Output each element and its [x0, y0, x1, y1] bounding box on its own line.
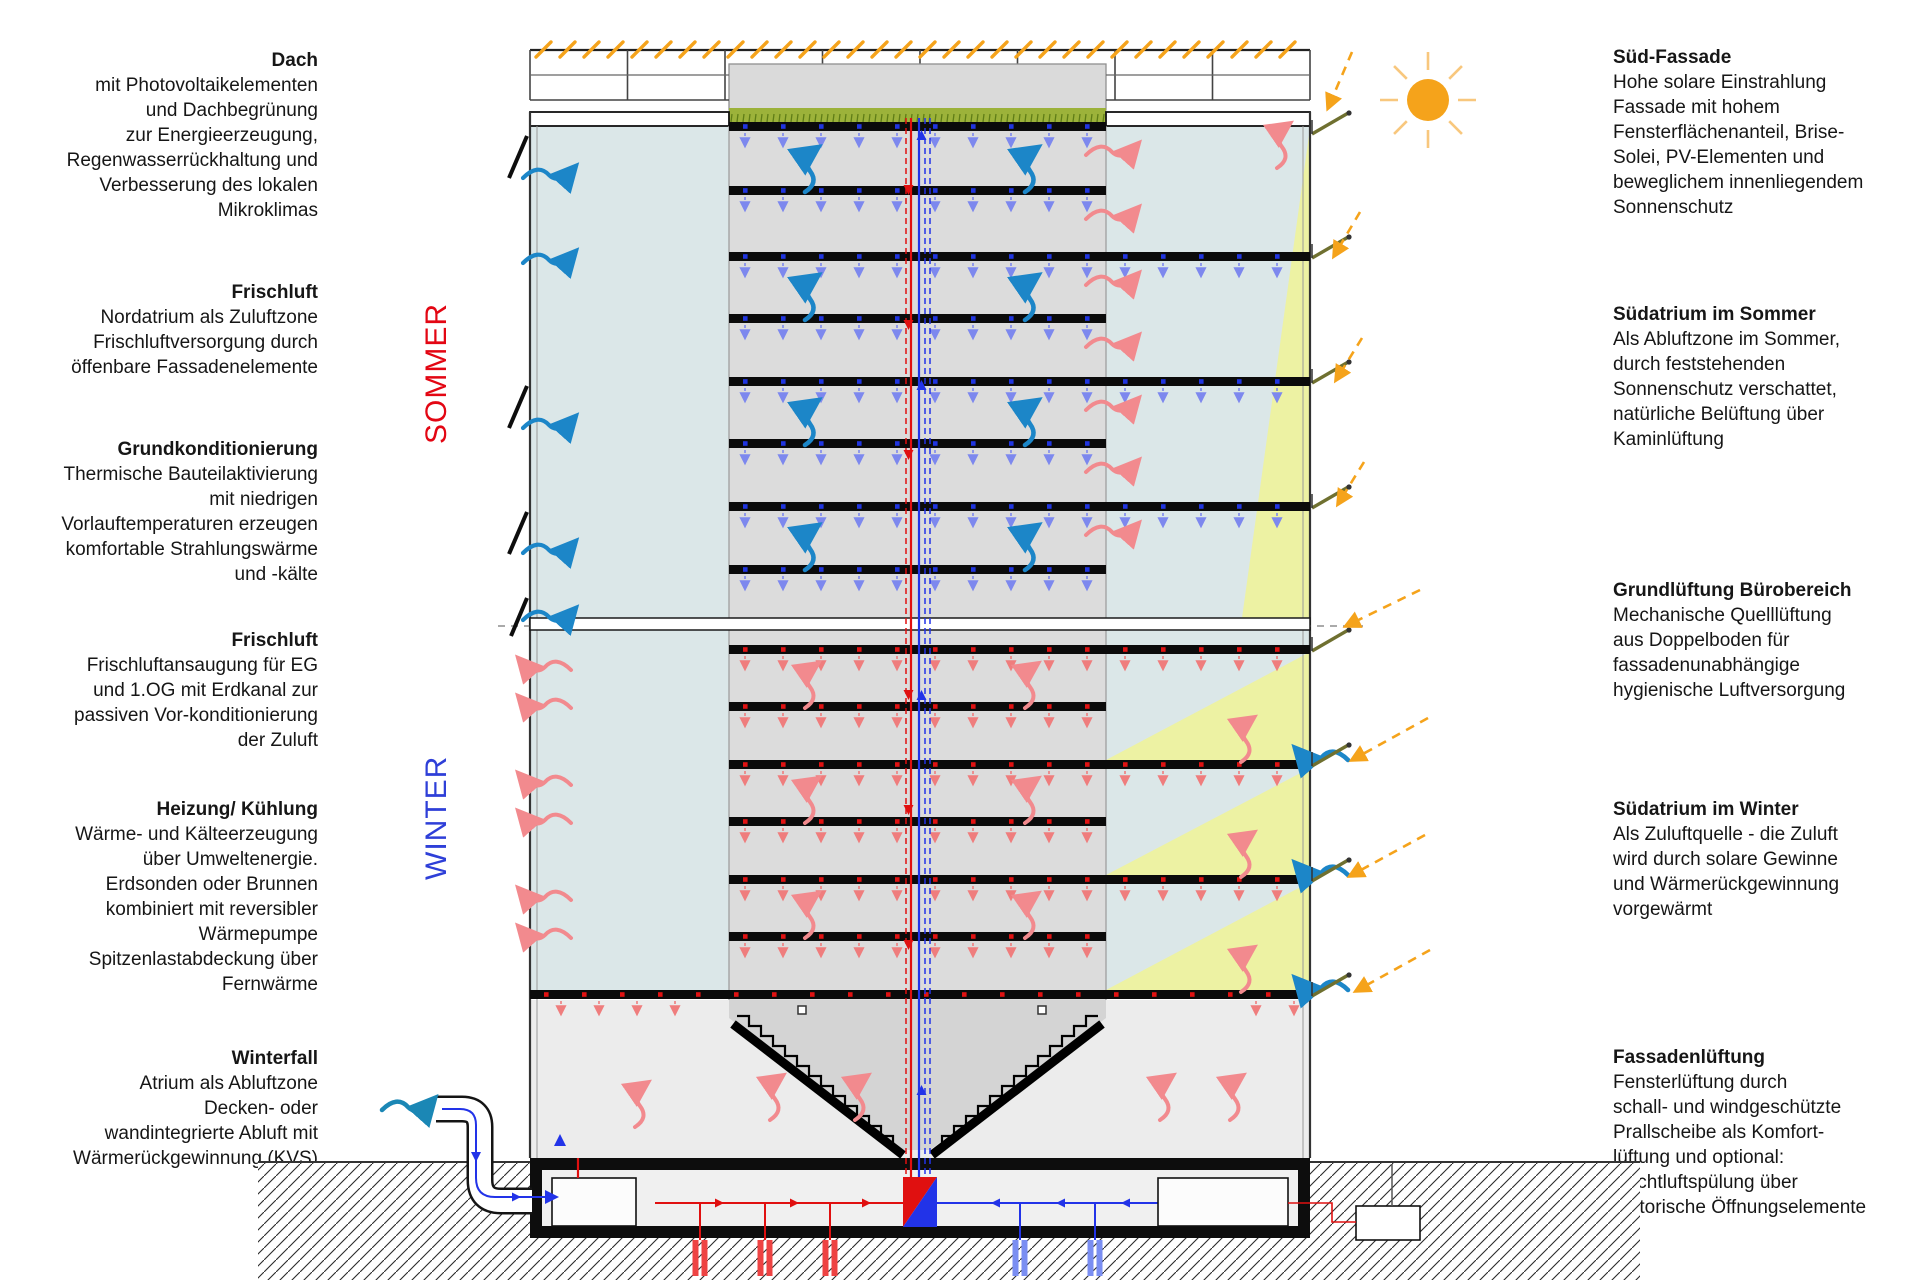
annotation-title: Frischluft — [231, 630, 318, 651]
annotation-line: mit niedrigen — [209, 489, 318, 510]
annotation-line: Vorlauftemperaturen erzeugen — [61, 514, 318, 535]
annotation-line: Hohe solare Einstrahlung — [1613, 72, 1827, 93]
annotation-line: öffenbare Fassadenelemente — [71, 357, 318, 378]
annotation-line: komfortable Strahlungswärme — [65, 539, 318, 560]
annotation-line: Nordatrium als Zuluftzone — [100, 307, 318, 328]
annotation-line: über Umweltenergie. — [142, 849, 318, 870]
annotation-line: wandintegrierte Abluft mit — [104, 1123, 318, 1144]
annotation-line: hygienische Luftversorgung — [1613, 680, 1846, 701]
annotation-line: Wärmepumpe — [198, 924, 318, 945]
annotation-block: Grundlüftung Bürobereich Mechanische Quel… — [1613, 578, 1913, 703]
annotation-line: der Zuluft — [237, 730, 318, 751]
annotation-line: schall- und windgeschützte — [1613, 1097, 1842, 1118]
annotation-title: Grundkonditionierung — [117, 439, 318, 460]
annotation-line: vorgewärmt — [1613, 899, 1713, 920]
annotation-block: Winterfall Atrium als Abluftzone Decken- o… — [30, 1046, 318, 1171]
annotation-line: passiven Vor-konditionierung — [74, 705, 318, 726]
annotation-line: Decken- oder — [203, 1098, 318, 1119]
annotation-title: Südatrium im Winter — [1613, 799, 1799, 820]
annotation-line: Mikroklimas — [217, 200, 318, 221]
annotation-line: durch feststehenden — [1613, 354, 1786, 375]
annotation-line: Als Abluftzone im Sommer, — [1613, 329, 1841, 350]
annotation-line: Frischluftversorgung durch — [93, 332, 318, 353]
annotation-line: Sonnenschutz — [1613, 197, 1734, 218]
annotation-line: Fensterflächenanteil, Brise- — [1613, 122, 1845, 143]
annotation-line: Wärmerückgewinnung (KVS) — [73, 1148, 318, 1169]
annotation-line: und Dachbegrünung — [145, 100, 318, 121]
annotation-block: Südatrium im Winter Als Zuluftquelle - di… — [1613, 797, 1913, 922]
annotation-title: Süd-Fassade — [1613, 47, 1732, 68]
annotation-line: Fensterlüftung durch — [1613, 1072, 1788, 1093]
annotation-title: Dach — [271, 50, 318, 71]
annotation-line: Wärme- und Kälteerzeugung — [75, 824, 318, 845]
annotation-title: Winterfall — [231, 1048, 318, 1069]
annotation-line: Fassade mit hohem — [1613, 97, 1780, 118]
annotation-line: Verbesserung des lokalen — [99, 175, 318, 196]
annotation-title: Südatrium im Sommer — [1613, 304, 1816, 325]
annotation-line: zur Energieerzeugung, — [125, 125, 318, 146]
annotation-block: Frischluft Frischluftansaugung für EG und … — [30, 628, 318, 753]
annotation-line: Prallscheibe als Komfort- — [1613, 1122, 1825, 1143]
annotation-line: wird durch solare Gewinne — [1613, 849, 1838, 870]
annotation-line: fassadenunabhängige — [1613, 655, 1801, 676]
annotation-block: Frischluft Nordatrium als Zuluftzone Frisc… — [30, 280, 318, 380]
annotation-line: natürliche Belüftung über — [1613, 404, 1825, 425]
annotation-line: Solei, PV-Elementen und — [1613, 147, 1825, 168]
annotation-line: Mechanische Quelllüftung — [1613, 605, 1832, 626]
annotation-title: Heizung/ Kühlung — [156, 799, 318, 820]
annotation-line: Kaminlüftung — [1613, 429, 1724, 450]
annotation-line: Regenwasserrückhaltung und — [66, 150, 318, 171]
annotation-block: Dach mit Photovoltaikelementen und Dachbeg… — [30, 48, 318, 223]
annotation-line: Thermische Bauteilaktivierung — [63, 464, 318, 485]
annotation-block: Süd-Fassade Hohe solare Einstrahlung Fassa… — [1613, 45, 1913, 220]
annotation-line: beweglichem innenliegendem — [1613, 172, 1864, 193]
annotation-line: Sonnenschutz verschattet, — [1613, 379, 1837, 400]
annotation-line: aus Doppelboden für — [1613, 630, 1790, 651]
annotation-line: Atrium als Abluftzone — [139, 1073, 318, 1094]
annotation-line: Spitzenlastabdeckung über — [88, 949, 318, 970]
annotation-line: Erdsonden oder Brunnen — [105, 874, 318, 895]
annotation-line: Fernwärme — [221, 974, 318, 995]
annotation-block: Südatrium im Sommer Als Abluftzone im Som… — [1613, 302, 1913, 452]
annotation-line: und Wärmerückgewinnung — [1613, 874, 1840, 895]
annotation-block: Grundkonditionierung Thermische Bauteilak… — [30, 437, 318, 587]
annotation-line: mit Photovoltaikelementen — [95, 75, 318, 96]
annotation-line: kombiniert mit reversibler — [105, 899, 318, 920]
annotation-line: lüftung und optional: — [1613, 1147, 1785, 1168]
annotation-line: und -kälte — [234, 564, 318, 585]
annotation-line: Als Zuluftquelle - die Zuluft — [1613, 824, 1838, 845]
annotation-title: Grundlüftung Bürobereich — [1613, 580, 1852, 601]
annotation-line: Nachtluftspülung über — [1613, 1172, 1798, 1193]
annotation-line: Frischluftansaugung für EG — [86, 655, 318, 676]
annotation-title: Frischluft — [231, 282, 318, 303]
annotation-line: und 1.OG mit Erdkanal zur — [93, 680, 318, 701]
annotation-block: Heizung/ Kühlung Wärme- und Kälteerzeugun… — [30, 797, 318, 997]
annotation-block: Fassadenlüftung Fensterlüftung durch schal… — [1613, 1045, 1913, 1220]
annotation-line: motorische Öffnungselemente — [1613, 1197, 1867, 1218]
annotation-title: Fassadenlüftung — [1613, 1047, 1766, 1068]
